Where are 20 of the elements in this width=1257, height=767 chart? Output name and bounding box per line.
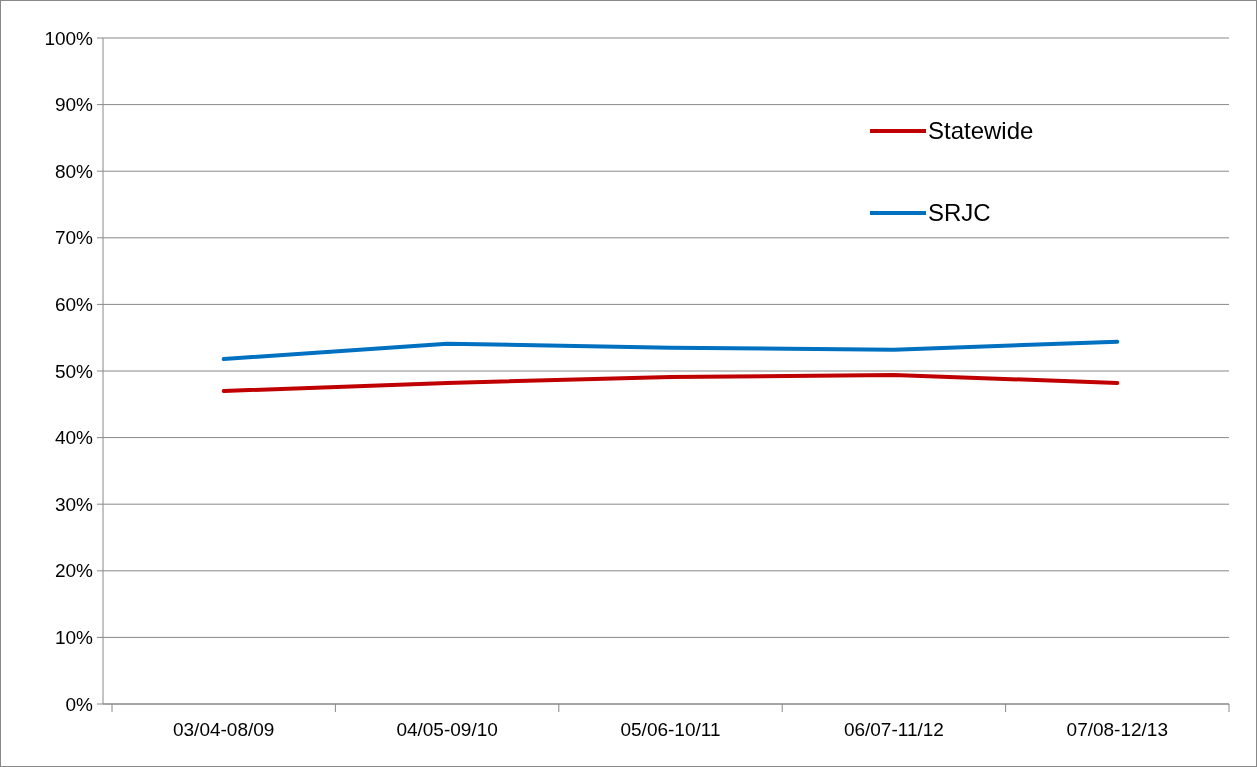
x-tick-label: 04/05-09/10 bbox=[396, 719, 498, 740]
y-tick-label: 90% bbox=[54, 94, 94, 116]
x-tick-label: 07/08-12/13 bbox=[1066, 719, 1169, 740]
y-tick-label: 30% bbox=[54, 493, 94, 515]
y-tick-label: 50% bbox=[54, 360, 94, 382]
legend-label: Statewide bbox=[928, 117, 1034, 145]
y-tick-label: 40% bbox=[54, 427, 94, 449]
line-series bbox=[221, 339, 1120, 362]
y-tick-label: 100% bbox=[44, 27, 94, 49]
y-tick-label: 0% bbox=[65, 693, 94, 715]
y-tick-label: 10% bbox=[54, 627, 94, 649]
x-tick-label: 06/07-11/12 bbox=[843, 719, 944, 740]
y-tick-label: 70% bbox=[54, 227, 94, 249]
y-tick-label: 80% bbox=[54, 160, 94, 182]
x-tick-label: 05/06-10/11 bbox=[620, 719, 721, 740]
line-series bbox=[221, 373, 1120, 393]
y-tick-label: 60% bbox=[54, 294, 94, 316]
legend-label: SRJC bbox=[928, 199, 991, 227]
x-tick-label: 03/04-08/09 bbox=[172, 719, 275, 740]
y-tick-label: 20% bbox=[54, 560, 94, 582]
